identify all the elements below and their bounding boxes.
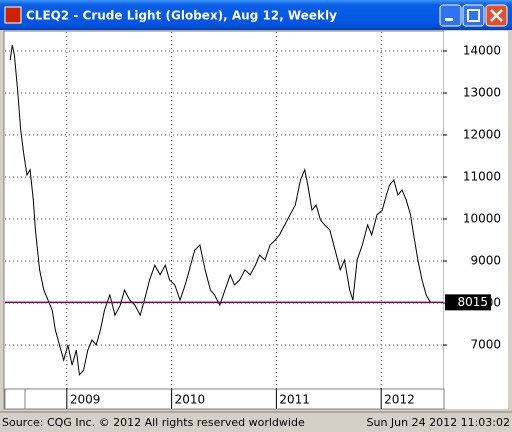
y-tick-label: 11000 <box>463 169 501 183</box>
y-axis-area <box>444 31 508 409</box>
minimize-button[interactable] <box>439 4 462 27</box>
y-tick-label: 13000 <box>463 85 501 99</box>
x-tick-label: 2009 <box>70 393 101 407</box>
x-tick-label: 2010 <box>175 393 206 407</box>
last-price-box <box>445 294 491 311</box>
corner-box <box>4 388 26 410</box>
footer-source: Source: CQG Inc. © 2012 All rights reser… <box>2 416 305 429</box>
last-price-label: 8015 <box>457 295 488 309</box>
y-tick-label: 9000 <box>470 253 501 267</box>
y-tick-label: 7000 <box>470 337 501 351</box>
y-tick-label: 14000 <box>463 43 501 57</box>
app-icon <box>4 6 22 24</box>
price-line <box>9 44 431 376</box>
x-tick-label: 2011 <box>279 393 310 407</box>
y-tick-label: 12000 <box>463 127 501 141</box>
maximize-button[interactable] <box>462 4 485 27</box>
y-tick-label: 10000 <box>463 211 501 225</box>
title-bar <box>0 0 512 30</box>
footer-timestamp: Sun Jun 24 2012 11:03:02 <box>367 416 511 429</box>
window-title: CLEQ2 - Crude Light (Globex), Aug 12, We… <box>26 9 337 23</box>
close-button[interactable] <box>485 4 508 27</box>
x-axis-area <box>3 388 445 410</box>
plot-area <box>3 30 445 390</box>
x-tick-label: 2012 <box>384 393 415 407</box>
